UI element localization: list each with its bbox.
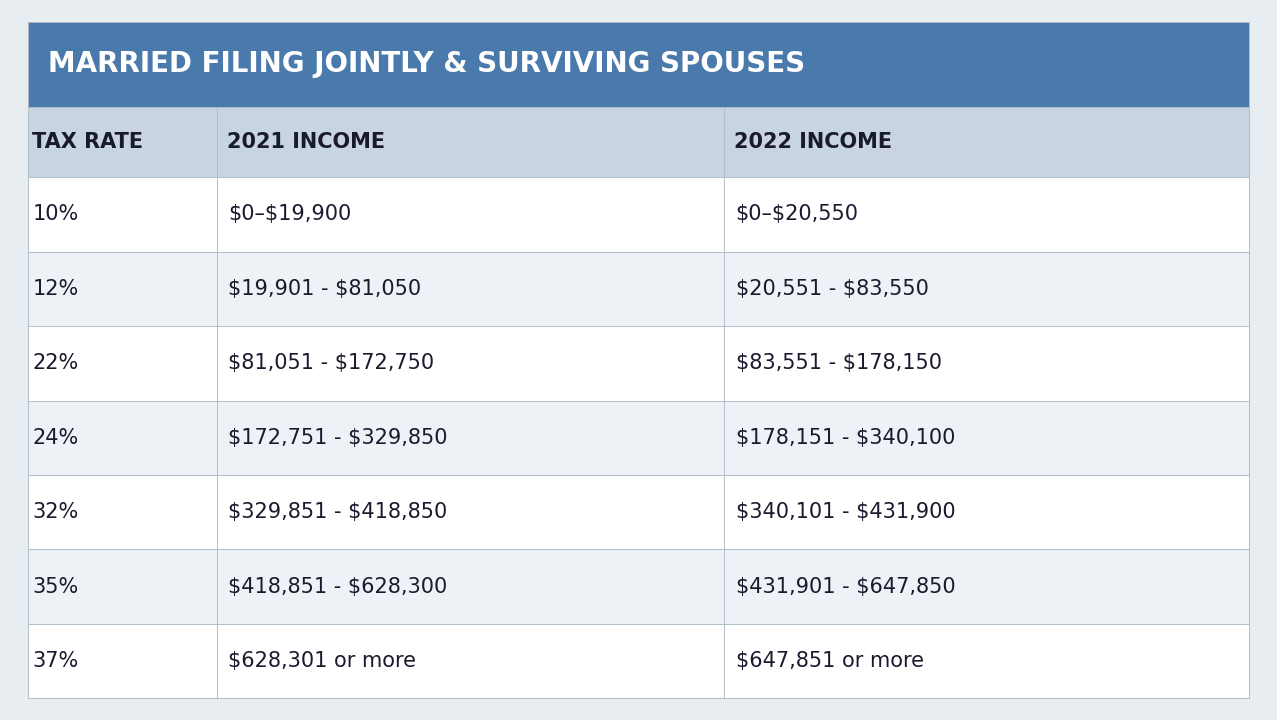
Text: 35%: 35%: [32, 577, 78, 597]
Text: 24%: 24%: [32, 428, 78, 448]
Text: $81,051 - $172,750: $81,051 - $172,750: [229, 354, 434, 373]
Text: MARRIED FILING JOINTLY & SURVIVING SPOUSES: MARRIED FILING JOINTLY & SURVIVING SPOUS…: [47, 50, 805, 78]
Text: $418,851 - $628,300: $418,851 - $628,300: [229, 577, 448, 597]
Text: $628,301 or more: $628,301 or more: [229, 651, 416, 671]
Text: $431,901 - $647,850: $431,901 - $647,850: [736, 577, 955, 597]
Text: 2022 INCOME: 2022 INCOME: [734, 132, 893, 152]
Text: $20,551 - $83,550: $20,551 - $83,550: [736, 279, 928, 299]
Text: 22%: 22%: [32, 354, 78, 373]
Text: $19,901 - $81,050: $19,901 - $81,050: [229, 279, 421, 299]
Text: 12%: 12%: [32, 279, 78, 299]
Text: $329,851 - $418,850: $329,851 - $418,850: [229, 503, 448, 522]
Text: $0–$19,900: $0–$19,900: [229, 204, 351, 225]
Text: $647,851 or more: $647,851 or more: [736, 651, 923, 671]
Text: $178,151 - $340,100: $178,151 - $340,100: [736, 428, 955, 448]
Text: $0–$20,550: $0–$20,550: [736, 204, 858, 225]
Text: $172,751 - $329,850: $172,751 - $329,850: [229, 428, 448, 448]
Text: 2021 INCOME: 2021 INCOME: [227, 132, 386, 152]
Text: $83,551 - $178,150: $83,551 - $178,150: [736, 354, 941, 373]
Text: TAX RATE: TAX RATE: [32, 132, 143, 152]
Text: 37%: 37%: [32, 651, 78, 671]
Text: 10%: 10%: [32, 204, 78, 225]
Text: 32%: 32%: [32, 503, 78, 522]
Text: $340,101 - $431,900: $340,101 - $431,900: [736, 503, 955, 522]
